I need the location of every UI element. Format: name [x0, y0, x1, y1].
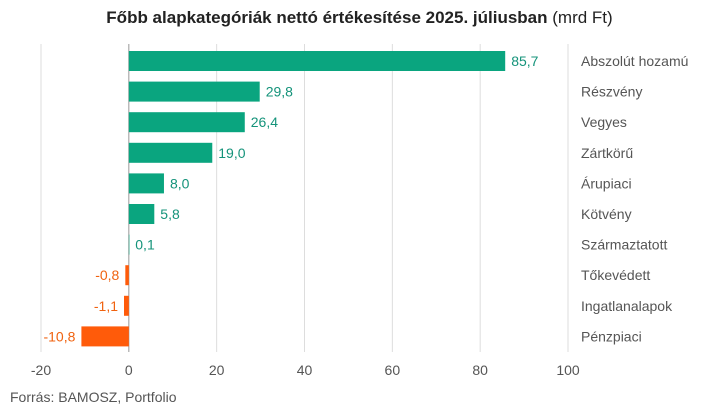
x-tick-label: 60	[385, 362, 401, 378]
bar	[124, 295, 129, 316]
bar-value-label: -0,8	[95, 267, 119, 283]
x-tick-label: 20	[209, 362, 225, 378]
bar-value-label: 26,4	[251, 114, 278, 130]
chart-title-main: Főbb alapkategóriák nettó értékesítése 2…	[106, 8, 548, 27]
category-label: Pénzpiaci	[581, 328, 642, 344]
category-label: Zártkörű	[581, 145, 633, 161]
bar-value-label: 19,0	[218, 145, 245, 161]
category-label: Részvény	[581, 84, 642, 100]
bar	[125, 265, 129, 286]
bar	[128, 81, 260, 102]
category-label: Árupiaci	[581, 175, 632, 191]
bar-value-label: 0,1	[135, 237, 155, 253]
chart-title: Főbb alapkategóriák nettó értékesítése 2…	[0, 8, 719, 28]
grid-layer	[40, 44, 569, 352]
label-layer: 85,7 Abszolút hozamú 29,8 Részvény 26,4 Vegye…	[43, 53, 688, 344]
bar	[128, 112, 245, 133]
bar	[128, 51, 506, 71]
bar-value-label: -1,1	[94, 298, 118, 314]
x-tick-label: 100	[556, 362, 580, 378]
bar-value-label: 85,7	[511, 53, 538, 69]
bar	[128, 234, 130, 255]
x-tick-label: 80	[472, 362, 488, 378]
bar	[128, 173, 164, 194]
category-label: Származtatott	[581, 237, 667, 253]
axis-layer: -20 0 20 40 60 80 100	[31, 362, 580, 378]
x-tick-label: 0	[125, 362, 133, 378]
bar-value-label: 5,8	[160, 206, 180, 222]
x-tick-label: -20	[31, 362, 51, 378]
bar	[128, 142, 213, 163]
category-label: Abszolút hozamú	[581, 53, 688, 69]
category-label: Tőkevédett	[581, 267, 650, 283]
category-label: Ingatlanalapok	[581, 298, 673, 314]
category-label: Vegyes	[581, 114, 627, 130]
bar-value-label: -10,8	[43, 328, 75, 344]
chart-title-unit: (mrd Ft)	[552, 8, 613, 27]
bar-value-label: 29,8	[266, 84, 293, 100]
bar-value-label: 8,0	[170, 175, 190, 191]
bar	[81, 326, 129, 347]
bar-layer	[81, 51, 506, 347]
source-note: Forrás: BAMOSZ, Portfolio	[10, 389, 177, 405]
category-label: Kötvény	[581, 206, 632, 222]
bar	[128, 204, 155, 224]
x-tick-label: 40	[297, 362, 313, 378]
